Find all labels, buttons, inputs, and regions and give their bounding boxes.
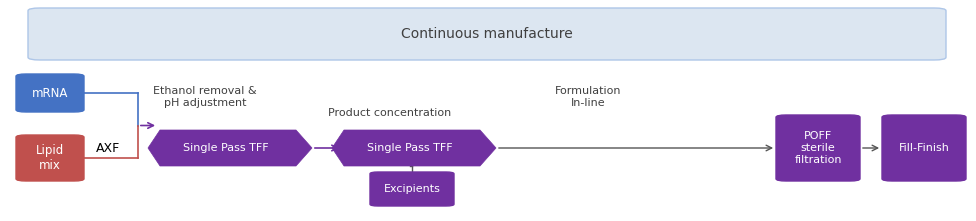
Text: Formulation
In-line: Formulation In-line (554, 86, 622, 108)
Polygon shape (332, 130, 496, 166)
Text: POFF
sterile
filtration: POFF sterile filtration (794, 131, 841, 165)
Text: Product concentration: Product concentration (328, 108, 452, 118)
FancyBboxPatch shape (16, 74, 84, 112)
FancyBboxPatch shape (776, 115, 860, 181)
Text: Single Pass TFF: Single Pass TFF (183, 143, 268, 153)
Text: mRNA: mRNA (32, 86, 68, 99)
Text: AXF: AXF (96, 141, 120, 154)
FancyBboxPatch shape (28, 8, 946, 60)
Text: Lipid
mix: Lipid mix (36, 144, 64, 172)
FancyBboxPatch shape (16, 135, 84, 181)
Text: Continuous manufacture: Continuous manufacture (401, 27, 573, 41)
Polygon shape (148, 130, 312, 166)
Text: Fill-Finish: Fill-Finish (899, 143, 950, 153)
Text: Single Pass TFF: Single Pass TFF (367, 143, 453, 153)
FancyBboxPatch shape (882, 115, 966, 181)
Text: Ethanol removal &
pH adjustment: Ethanol removal & pH adjustment (153, 86, 257, 108)
FancyBboxPatch shape (370, 172, 454, 206)
Text: Excipients: Excipients (384, 184, 440, 194)
